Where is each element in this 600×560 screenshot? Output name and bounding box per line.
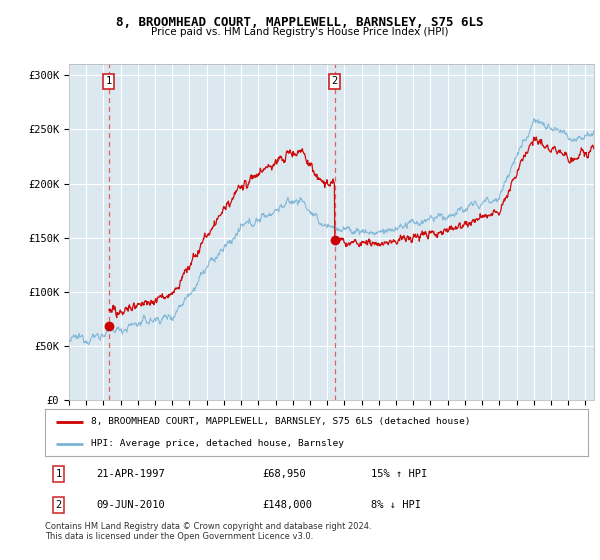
Text: 8, BROOMHEAD COURT, MAPPLEWELL, BARNSLEY, S75 6LS: 8, BROOMHEAD COURT, MAPPLEWELL, BARNSLEY… (116, 16, 484, 29)
Text: 21-APR-1997: 21-APR-1997 (97, 469, 166, 479)
Text: £148,000: £148,000 (262, 500, 312, 510)
Text: 8% ↓ HPI: 8% ↓ HPI (371, 500, 421, 510)
Text: Contains HM Land Registry data © Crown copyright and database right 2024.
This d: Contains HM Land Registry data © Crown c… (45, 522, 371, 542)
Text: 1: 1 (55, 469, 62, 479)
Text: 1: 1 (106, 76, 112, 86)
Text: 15% ↑ HPI: 15% ↑ HPI (371, 469, 427, 479)
Text: 8, BROOMHEAD COURT, MAPPLEWELL, BARNSLEY, S75 6LS (detached house): 8, BROOMHEAD COURT, MAPPLEWELL, BARNSLEY… (91, 417, 470, 426)
Text: 2: 2 (332, 76, 338, 86)
Text: 2: 2 (55, 500, 62, 510)
Text: HPI: Average price, detached house, Barnsley: HPI: Average price, detached house, Barn… (91, 439, 344, 448)
Text: Price paid vs. HM Land Registry's House Price Index (HPI): Price paid vs. HM Land Registry's House … (151, 27, 449, 37)
Text: 09-JUN-2010: 09-JUN-2010 (97, 500, 166, 510)
Text: £68,950: £68,950 (262, 469, 306, 479)
